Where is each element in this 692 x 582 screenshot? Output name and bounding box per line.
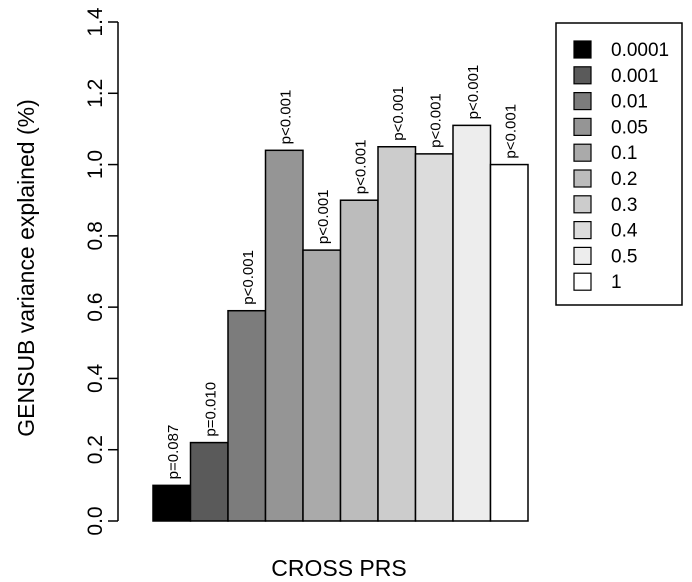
bar <box>452 124 492 522</box>
p-value-label: p<0.001 <box>277 90 294 145</box>
bar <box>339 199 379 522</box>
p-value-label: p<0.001 <box>240 250 257 305</box>
legend-label: 0.01 <box>611 92 648 113</box>
legend-swatch <box>573 195 592 214</box>
y-tick-label: 0.0 <box>84 506 107 535</box>
bar <box>302 249 342 522</box>
legend-swatch <box>573 169 592 188</box>
y-axis: 0.0 0.2 0.4 0.6 0.8 1.0 1.2 1.4 <box>84 7 119 536</box>
legend-label: 0.0001 <box>611 40 669 61</box>
bar <box>414 153 454 522</box>
legend-label: 0.1 <box>611 143 637 164</box>
legend-swatch <box>573 221 592 240</box>
bar <box>227 309 267 522</box>
y-tick-label: 1.0 <box>84 150 107 179</box>
legend-swatch <box>573 91 592 111</box>
bars <box>152 124 529 522</box>
y-tick-label: 1.4 <box>84 7 107 37</box>
p-value-label: p<0.001 <box>352 140 369 195</box>
y-tick-label: 0.2 <box>84 435 107 464</box>
bar <box>189 441 229 522</box>
legend: 0.0001 0.001 0.01 0.05 0.1 0.2 0.3 0.4 0.5 1 <box>555 22 683 306</box>
legend-label: 1 <box>611 272 622 293</box>
p-value-label: p<0.001 <box>390 86 407 141</box>
legend-swatch <box>573 246 592 265</box>
legend-label: 0.001 <box>611 66 659 87</box>
p-value-label: p<0.001 <box>502 104 519 159</box>
y-axis-label: GENSUB variance explained (%) <box>13 99 39 436</box>
legend-label: 0.05 <box>611 117 648 138</box>
p-value-label: p<0.001 <box>315 189 332 244</box>
y-tick-label: 0.6 <box>84 293 107 322</box>
legend-swatch <box>573 143 592 162</box>
y-tick-label: 0.8 <box>84 221 107 250</box>
bar <box>489 163 529 522</box>
y-tick-label: 1.2 <box>84 79 107 108</box>
legend-swatch <box>573 40 592 59</box>
p-value-label: p=0.087 <box>165 425 182 480</box>
p-value-labels: p=0.087 p=0.010 p<0.001 p<0.001 p<0.001 p<0.0… <box>165 65 520 480</box>
legend-label: 0.4 <box>611 221 638 242</box>
legend-swatch <box>573 117 592 137</box>
bar <box>264 149 304 522</box>
legend-label: 0.5 <box>611 246 637 267</box>
p-value-label: p<0.001 <box>427 93 444 148</box>
y-tick-label: 0.4 <box>84 364 107 394</box>
bar <box>377 146 417 522</box>
legend-label: 0.2 <box>611 169 637 190</box>
p-value-label: p<0.001 <box>465 65 482 120</box>
legend-label: 0.3 <box>611 195 637 216</box>
p-value-label: p=0.010 <box>202 382 219 437</box>
x-axis-label: CROSS PRS <box>271 555 406 581</box>
bar <box>152 484 192 522</box>
legend-swatch <box>573 272 592 291</box>
legend-swatch <box>573 66 592 85</box>
